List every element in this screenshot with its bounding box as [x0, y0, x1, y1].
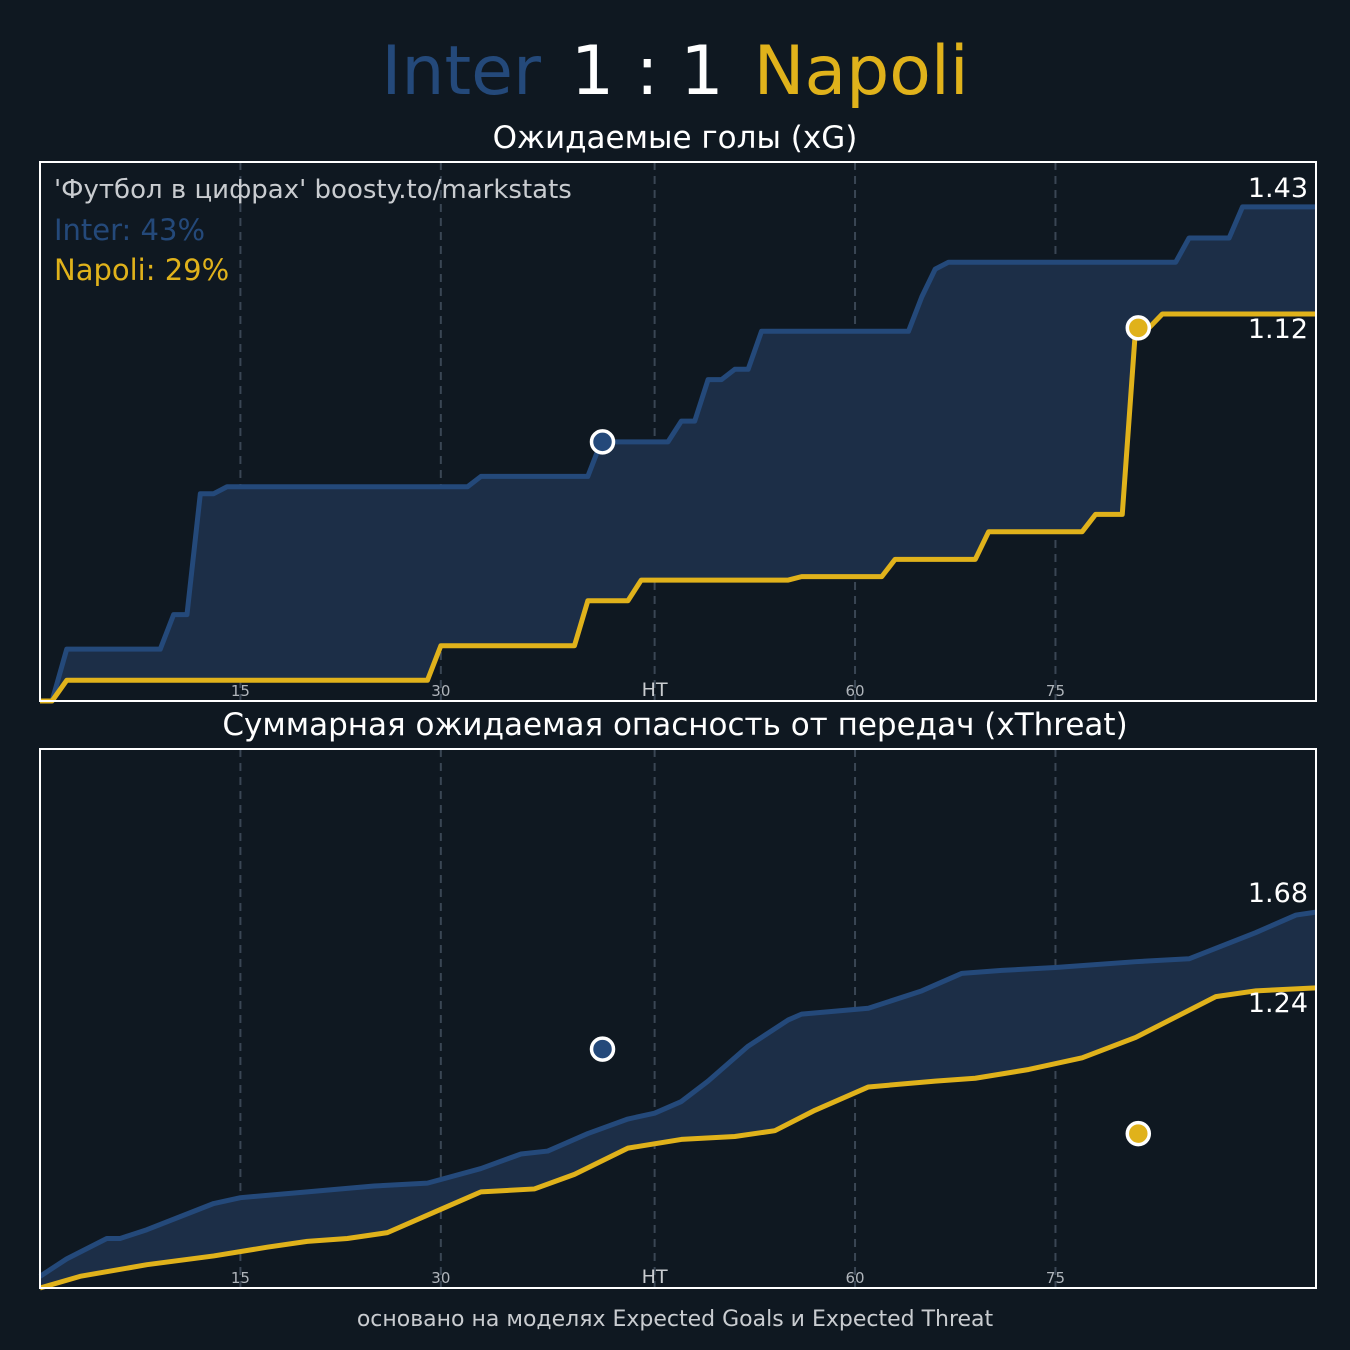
xg-inter-goal-marker [589, 429, 616, 455]
xg-plot-frame [39, 161, 1317, 702]
xthreat-chart: 15 30 HT 60 75 1.68 1.24 [38, 748, 1317, 1291]
xg-area-between [40, 206, 1316, 701]
xg-tick-label: 60 [845, 682, 864, 700]
legend-inter: Inter: 43% [54, 213, 205, 247]
xg-napoli-end-label: 1.12 [1248, 314, 1308, 345]
xg-chart: 15 30 HT 60 75 1.43 1.12 'Футбол в цифрах' boos… [39, 161, 1317, 704]
xthreat-tick-label: 30 [431, 1269, 450, 1287]
xg-tick-label: 75 [1046, 682, 1065, 700]
xthreat-tick-label: HT [642, 1266, 668, 1288]
xthreat-tick-label: 15 [231, 1269, 250, 1287]
xthreat-inter-goal-marker [589, 1036, 616, 1062]
match-title: Inter 1 : 1 Napoli [0, 30, 1350, 114]
xthreat-chart-title: Суммарная ожидаемая опасность от передач… [222, 707, 1128, 743]
home-team-name: Inter [381, 32, 541, 111]
match-score: 1 : 1 [570, 32, 724, 111]
xthreat-napoli-line [39, 985, 1317, 1291]
xthreat-inter-line [38, 909, 1317, 1279]
xthreat-tick-label: 60 [845, 1269, 864, 1287]
xthreat-area-between [40, 912, 1316, 1288]
xg-chart-title: Ожидаемые голы (xG) [492, 120, 858, 156]
xg-tick-label: 30 [431, 682, 450, 700]
xthreat-inter-end-label: 1.68 [1248, 878, 1308, 909]
xg-napoli-goal-marker [1125, 315, 1152, 341]
xthreat-napoli-goal-marker [1125, 1120, 1152, 1147]
xg-tick-label: HT [642, 679, 668, 701]
away-team-name: Napoli [753, 32, 969, 111]
xg-tick-label: 15 [231, 682, 250, 700]
xg-napoli-line [40, 311, 1316, 704]
xthreat-tick-label: 75 [1046, 1269, 1065, 1287]
watermark-text: 'Футбол в цифрах' boosty.to/markstats [54, 175, 572, 205]
xthreat-napoli-end-label: 1.24 [1248, 988, 1308, 1019]
legend-napoli: Napoli: 29% [54, 253, 229, 287]
xg-inter-end-label: 1.43 [1248, 173, 1308, 204]
xthreat-plot-frame [39, 748, 1317, 1289]
footnote: основано на моделях Expected Goals и Exp… [356, 1307, 994, 1332]
xg-inter-line [40, 204, 1316, 704]
